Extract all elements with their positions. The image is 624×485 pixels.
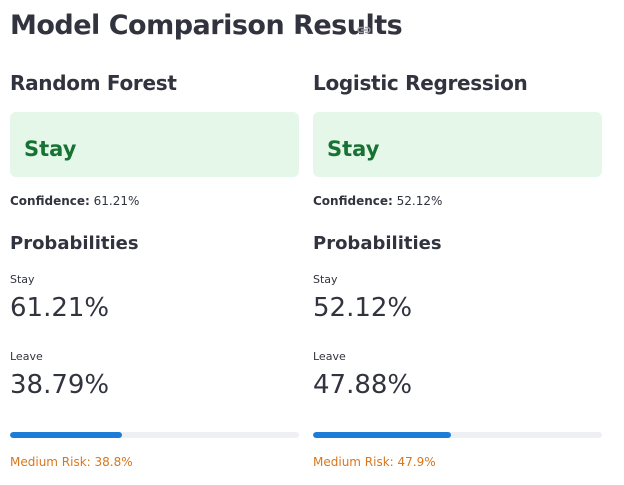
page-title: Model Comparison Results [10, 10, 403, 41]
metric-label: Stay [313, 273, 338, 286]
prediction: Stay [24, 137, 77, 161]
metric-value: 61.21% [10, 293, 110, 323]
metric-value: 38.79% [10, 370, 110, 400]
progress-bar [10, 432, 123, 438]
confidence-value: 61.21% [93, 194, 140, 208]
metric-label: Leave [10, 350, 43, 363]
confidence-label: Confidence: [10, 194, 90, 208]
model-name: Logistic Regression [313, 71, 528, 95]
progress-bar [313, 432, 452, 438]
progress-track [10, 432, 299, 438]
confidence: Confidence: 61.21% [10, 194, 139, 208]
prediction-box: Stay [313, 112, 602, 177]
model-column: Logistic Regression Stay Confidence: 52.12… [313, 0, 602, 485]
metric-value: 52.12% [313, 293, 413, 323]
anchor-link-icon[interactable] [356, 22, 372, 38]
risk-label: Medium Risk: 47.9% [313, 455, 436, 469]
prediction-box: Stay [10, 112, 299, 177]
probabilities-heading: Probabilities [313, 233, 442, 254]
model-column: Random Forest Stay Confidence: 61.21% Proba… [10, 0, 299, 485]
confidence-value: 52.12% [396, 194, 443, 208]
risk-label: Medium Risk: 38.8% [10, 455, 133, 469]
probabilities-heading: Probabilities [10, 233, 139, 254]
metric-label: Stay [10, 273, 35, 286]
metric-label: Leave [313, 350, 346, 363]
model-name: Random Forest [10, 71, 177, 95]
metric-value: 47.88% [313, 370, 413, 400]
progress-track [313, 432, 602, 438]
confidence-label: Confidence: [313, 194, 393, 208]
confidence: Confidence: 52.12% [313, 194, 442, 208]
prediction: Stay [327, 137, 380, 161]
